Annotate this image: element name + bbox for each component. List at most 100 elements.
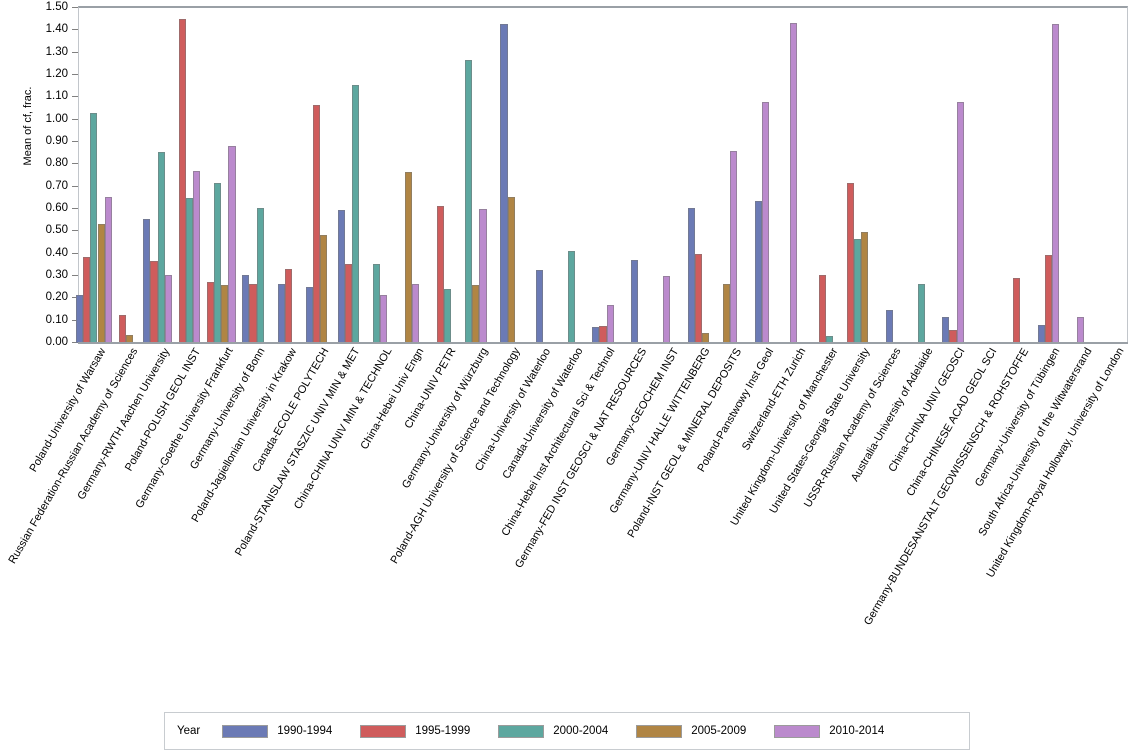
- bar: [373, 263, 381, 343]
- bar: [90, 112, 98, 343]
- bar: [337, 210, 345, 343]
- bar: [567, 251, 575, 343]
- bar: [228, 146, 236, 343]
- y-tick-mark: [72, 7, 78, 8]
- bar: [344, 263, 353, 343]
- bar: [213, 183, 222, 343]
- x-axis-line: [78, 342, 1128, 344]
- bar: [500, 23, 508, 343]
- bar: [242, 274, 250, 343]
- y-tick-label: 1.20: [45, 68, 68, 80]
- bar: [754, 201, 763, 343]
- bar: [942, 317, 950, 343]
- bar: [949, 329, 957, 343]
- bar: [97, 223, 105, 343]
- y-tick-mark: [72, 163, 78, 165]
- bar: [352, 85, 360, 343]
- legend-label: 1990-1994: [277, 725, 333, 737]
- legend-swatch: [498, 724, 545, 738]
- legend-item-2005-2009[interactable]: 2005-2009: [636, 724, 746, 738]
- bar: [249, 283, 257, 343]
- bar: [192, 171, 201, 343]
- bar: [606, 305, 614, 343]
- y-tick-label: 1.40: [45, 23, 68, 36]
- bar: [663, 276, 671, 343]
- legend-item-1990-1994[interactable]: 1990-1994: [222, 724, 333, 738]
- y-tick-label: 0.70: [45, 179, 68, 192]
- y-tick-mark: [72, 29, 78, 31]
- y-tick-label: 0.30: [45, 269, 68, 281]
- bar: [1044, 254, 1053, 343]
- bar: [762, 101, 770, 343]
- y-tick-label: 1.00: [45, 112, 68, 125]
- bar: [1076, 317, 1084, 343]
- y-tick-mark: [72, 141, 78, 142]
- legend-item-1995-1999[interactable]: 1995-1999: [360, 724, 471, 738]
- bar: [305, 287, 314, 343]
- legend-swatch: [774, 724, 821, 738]
- bar: [479, 209, 487, 343]
- bar: [143, 219, 151, 343]
- bar: [592, 327, 600, 343]
- bar: [631, 260, 639, 343]
- y-tick-label: 0.60: [45, 202, 68, 214]
- y-tick-label: 0.50: [45, 224, 68, 237]
- bar: [221, 284, 229, 343]
- bar: [599, 326, 607, 343]
- legend-item-2010-2014[interactable]: 2010-2014: [774, 724, 885, 738]
- y-tick-mark: [72, 275, 78, 276]
- y-tick-mark: [72, 96, 78, 98]
- bar: [861, 232, 869, 343]
- bar: [1013, 278, 1021, 343]
- bar: [178, 19, 186, 343]
- legend-item-2000-2004[interactable]: 2000-2004: [498, 724, 609, 738]
- y-tick-mark: [72, 118, 78, 120]
- bar: [917, 283, 925, 343]
- y-tick-label: 0.80: [45, 157, 68, 170]
- y-axis-ticks: 0.00 0.10 0.20 0.30 0.40 0.50 0.60 0.70 0.80 0.90…: [0, 0, 78, 348]
- bar: [956, 101, 964, 343]
- bar: [404, 172, 413, 343]
- bar: [694, 253, 703, 343]
- bar: [846, 183, 854, 343]
- bar: [730, 150, 738, 343]
- bar: [150, 261, 158, 343]
- y-tick-mark: [72, 252, 78, 254]
- legend-label: 2000-2004: [553, 725, 609, 737]
- bar: [885, 309, 893, 343]
- bar: [164, 274, 172, 343]
- bar: [464, 60, 473, 343]
- bar: [277, 283, 285, 343]
- bar: [436, 205, 444, 343]
- y-tick-mark: [72, 342, 78, 343]
- y-tick-label: 0.10: [45, 313, 68, 326]
- y-tick-mark: [72, 74, 78, 75]
- bar: [320, 234, 328, 343]
- y-tick-mark: [72, 319, 78, 321]
- x-axis-labels: Poland-University of Warsaw Russian Feder…: [6, 346, 1134, 702]
- y-tick-label: 1.10: [45, 90, 68, 103]
- bar: [1052, 23, 1060, 343]
- legend-swatch: [636, 724, 683, 738]
- bar: [443, 289, 452, 343]
- bar: [313, 105, 321, 343]
- y-tick-label: 1.30: [45, 45, 68, 58]
- bar: [1037, 325, 1045, 343]
- bar: [206, 281, 214, 343]
- bar: [75, 294, 84, 343]
- bar: [185, 197, 193, 343]
- bar: [790, 22, 798, 343]
- bar: [284, 269, 292, 343]
- legend-label: 2010-2014: [829, 725, 885, 737]
- bar: [83, 257, 91, 343]
- legend-swatch: [360, 724, 407, 738]
- bar: [535, 270, 543, 343]
- bar: [472, 284, 480, 343]
- bar: [853, 239, 862, 343]
- plot-area: [75, 6, 1128, 343]
- legend-label: 1995-1999: [415, 725, 471, 737]
- bar: [380, 294, 388, 343]
- y-tick-label: 0.20: [45, 291, 68, 304]
- y-tick-mark: [72, 297, 78, 299]
- y-tick-mark: [72, 230, 78, 232]
